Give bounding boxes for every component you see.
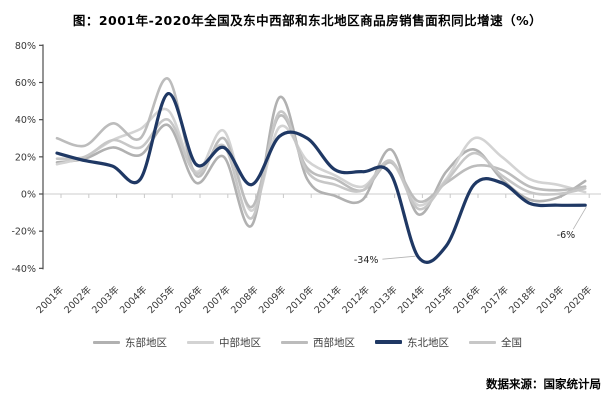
y-tick-label: -40%	[11, 264, 36, 275]
y-tick-label: -20%	[11, 227, 36, 238]
annotation-leader	[382, 255, 416, 260]
y-tick-label: 60%	[15, 78, 36, 89]
chart-legend: 东部地区 中部地区 西部地区 东北地区 全国	[0, 332, 615, 352]
x-category-label: 2007年	[201, 283, 234, 316]
annotation-label: -6%	[557, 230, 576, 241]
x-category-label: 2001年	[34, 283, 67, 316]
x-category-label: 2016年	[451, 283, 484, 316]
legend-line-swatch-northeast	[375, 340, 402, 344]
y-tick-label: 0%	[21, 190, 36, 201]
legend-line-swatch-western	[281, 340, 308, 344]
legend-label-northeast: 东北地区	[407, 336, 449, 349]
y-tick-label: 20%	[15, 152, 36, 163]
line-chart: 80%60%40%20%0%-20%-40%2001年2002年2003年200…	[11, 41, 601, 316]
series-line-national	[55, 110, 587, 220]
chart-title: 图：2001年-2020年全国及东中西部和东北地区商品房销售面积同比增速（%）	[72, 13, 543, 28]
annotation-label: -34%	[354, 255, 379, 266]
legend-item-western: 西部地区	[281, 335, 355, 350]
x-category-label: 2012年	[340, 283, 373, 316]
x-category-label: 2003年	[89, 283, 122, 316]
legend-item-national: 全国	[469, 335, 522, 350]
x-category-label: 2004年	[117, 283, 150, 316]
x-category-label: 2009年	[256, 283, 289, 316]
legend-label-central: 中部地区	[219, 336, 261, 349]
series-line-western	[55, 77, 587, 209]
legend-label-national: 全国	[501, 336, 522, 349]
x-category-label: 2018年	[506, 283, 539, 316]
series-line-northeast	[55, 91, 587, 264]
x-category-label: 2015年	[423, 283, 456, 316]
legend-item-eastern: 东部地区	[93, 335, 167, 350]
legend-line-swatch-eastern	[93, 340, 120, 344]
x-category-label: 2014年	[395, 283, 428, 316]
x-category-label: 2020年	[562, 283, 595, 316]
annotation-leader	[572, 206, 587, 230]
x-category-label: 2013年	[367, 283, 400, 316]
x-category-label: 2017年	[479, 283, 512, 316]
legend-label-eastern: 东部地区	[125, 336, 167, 349]
x-category-label: 2008年	[228, 283, 261, 316]
x-category-label: 2019年	[534, 283, 567, 316]
legend-item-central: 中部地区	[187, 335, 261, 350]
legend-item-northeast: 东北地区	[375, 335, 449, 350]
y-tick-label: 80%	[15, 41, 36, 52]
legend-line-swatch-central	[187, 340, 214, 344]
legend-line-swatch-national	[469, 340, 496, 344]
y-tick-label: 40%	[15, 115, 36, 126]
x-category-label: 2010年	[284, 283, 317, 316]
x-category-label: 2006年	[173, 283, 206, 316]
x-category-label: 2011年	[312, 283, 345, 316]
legend-label-western: 西部地区	[313, 336, 355, 349]
data-source-note: 数据来源：国家统计局	[486, 377, 601, 391]
x-category-label: 2005年	[145, 283, 178, 316]
x-category-label: 2002年	[62, 283, 95, 316]
